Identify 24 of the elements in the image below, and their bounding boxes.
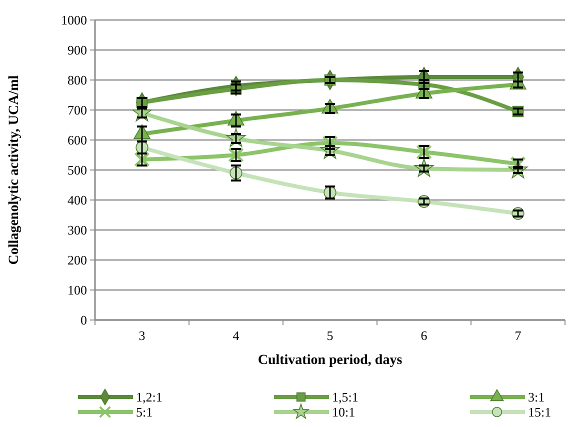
y-axis-title: Collagenolytic activity, UCA/ml xyxy=(7,75,22,265)
y-tick-label: 100 xyxy=(68,282,87,298)
x-axis-title: Cultivation period, days xyxy=(258,353,403,368)
y-tick-label: 400 xyxy=(68,192,87,208)
x-tick-label: 6 xyxy=(420,328,428,343)
y-tick-label: 300 xyxy=(68,222,87,238)
x-tick-label: 7 xyxy=(514,328,522,343)
x-tick-label: 3 xyxy=(138,328,146,343)
y-tick-label: 0 xyxy=(80,312,87,328)
y-tick-label: 700 xyxy=(68,102,87,118)
legend-label: 1,5:1 xyxy=(332,390,358,405)
legend-label: 1,2:1 xyxy=(136,390,162,405)
legend-label: 5:1 xyxy=(136,404,153,420)
legend-label: 3:1 xyxy=(528,390,545,405)
y-tick-label: 200 xyxy=(68,252,87,268)
y-tick-label: 900 xyxy=(68,42,87,58)
y-tick-label: 500 xyxy=(68,162,87,178)
y-tick-label: 1000 xyxy=(61,12,87,28)
legend-label: 10:1 xyxy=(332,404,356,420)
x-tick-label: 4 xyxy=(232,328,240,343)
y-tick-label: 800 xyxy=(68,72,87,88)
x-tick-label: 5 xyxy=(326,328,334,343)
y-tick-label: 600 xyxy=(68,132,87,148)
legend-label: 15:1 xyxy=(528,404,552,420)
